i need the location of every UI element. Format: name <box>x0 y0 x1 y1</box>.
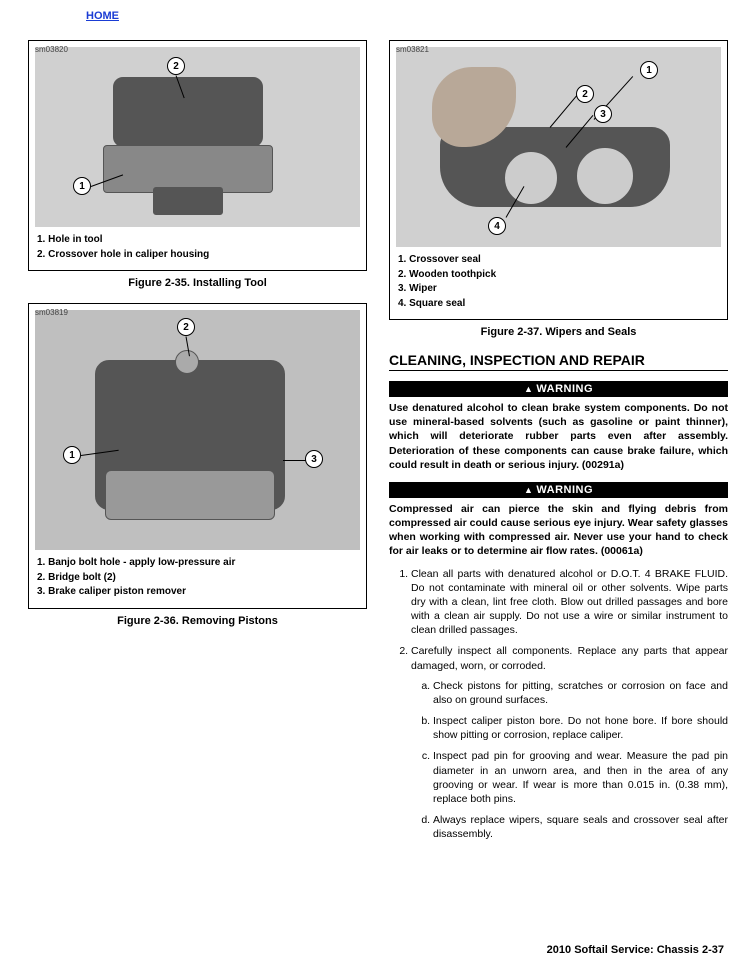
step-2b: Inspect caliper piston bore. Do not hone… <box>433 714 728 742</box>
figure-37-legend-2: 2. Wooden toothpick <box>398 268 719 282</box>
left-column: sm03820 2 1 1. Hole in tool 2. Crossover… <box>28 40 367 848</box>
figure-35-code: sm03820 <box>35 45 68 54</box>
step-2d: Always replace wipers, square seals and … <box>433 813 728 841</box>
figure-36-legend-3: 3. Brake caliper piston remover <box>37 585 358 599</box>
warning-bar-2: WARNING <box>389 482 728 498</box>
figure-36-legend: 1. Banjo bolt hole - apply low-pressure … <box>35 550 360 602</box>
figure-37-legend-4: 4. Square seal <box>398 297 719 311</box>
figure-37-caption: Figure 2-37. Wipers and Seals <box>389 326 728 338</box>
figure-36-callout-2: 2 <box>177 318 195 336</box>
figure-37-callout-1: 1 <box>640 61 658 79</box>
page-footer: 2010 Softail Service: Chassis 2-37 <box>547 944 724 956</box>
step-1: Clean all parts with denatured alcohol o… <box>411 567 728 638</box>
figure-37-image: 1 2 3 4 <box>396 47 721 247</box>
figure-35-legend-2: 2. Crossover hole in caliper housing <box>37 248 358 262</box>
step-2-sublist: Check pistons for pitting, scratches or … <box>411 679 728 842</box>
figure-37-legend-3: 3. Wiper <box>398 282 719 296</box>
step-2-text: Carefully inspect all components. Replac… <box>411 645 728 671</box>
figure-36-callout-3: 3 <box>305 450 323 468</box>
figure-35-image: 2 1 <box>35 47 360 227</box>
step-2: Carefully inspect all components. Replac… <box>411 644 728 841</box>
figure-36-image: 2 1 3 <box>35 310 360 550</box>
figure-35-callout-1: 1 <box>73 177 91 195</box>
figure-36-legend-1: 1. Banjo bolt hole - apply low-pressure … <box>37 556 358 570</box>
figure-35-box: sm03820 2 1 1. Hole in tool 2. Crossover… <box>28 40 367 271</box>
warning-text-2: Compressed air can pierce the skin and f… <box>389 502 728 559</box>
figure-37-callout-2: 2 <box>576 85 594 103</box>
figure-35-legend: 1. Hole in tool 2. Crossover hole in cal… <box>35 227 360 264</box>
warning-text-1: Use denatured alcohol to clean brake sys… <box>389 401 728 472</box>
figure-36-legend-2: 2. Bridge bolt (2) <box>37 571 358 585</box>
step-2a: Check pistons for pitting, scratches or … <box>433 679 728 707</box>
procedure-list: Clean all parts with denatured alcohol o… <box>389 567 728 842</box>
figure-36-box: sm03819 2 1 3 1. Banjo bolt hole - apply… <box>28 303 367 609</box>
figure-37-callout-3: 3 <box>594 105 612 123</box>
figure-37-box: sm03821 1 2 3 4 1. Crossover seal 2. Woo… <box>389 40 728 320</box>
right-column: sm03821 1 2 3 4 1. Crossover seal 2. Woo… <box>389 40 728 848</box>
figure-37-code: sm03821 <box>396 45 429 54</box>
home-link[interactable]: HOME <box>86 10 119 22</box>
warning-bar-1: WARNING <box>389 381 728 397</box>
figure-35-legend-1: 1. Hole in tool <box>37 233 358 247</box>
figure-36-caption: Figure 2-36. Removing Pistons <box>28 615 367 627</box>
figure-36-code: sm03819 <box>35 308 68 317</box>
figure-37-legend-1: 1. Crossover seal <box>398 253 719 267</box>
figure-35-callout-2: 2 <box>167 57 185 75</box>
two-column-layout: sm03820 2 1 1. Hole in tool 2. Crossover… <box>28 40 728 848</box>
figure-37-legend: 1. Crossover seal 2. Wooden toothpick 3.… <box>396 247 721 313</box>
section-heading: CLEANING, INSPECTION AND REPAIR <box>389 352 728 371</box>
figure-37-callout-4: 4 <box>488 217 506 235</box>
figure-35-caption: Figure 2-35. Installing Tool <box>28 277 367 289</box>
step-2c: Inspect pad pin for grooving and wear. M… <box>433 749 728 806</box>
figure-36-callout-1: 1 <box>63 446 81 464</box>
